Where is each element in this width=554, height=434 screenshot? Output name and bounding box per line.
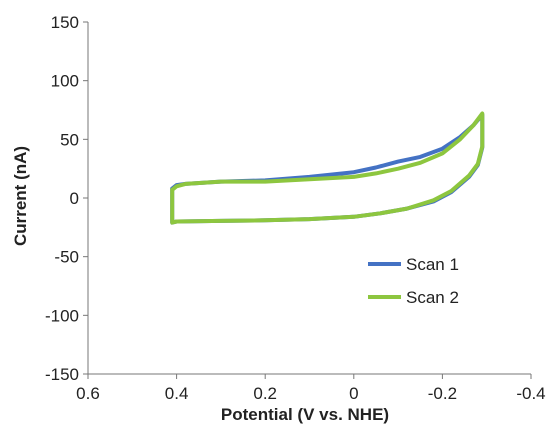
x-tick-label: 0.4 xyxy=(165,384,189,403)
series-layer xyxy=(170,111,485,225)
legend-label-scan-1: Scan 1 xyxy=(406,255,459,274)
legend: Scan 1 Scan 2 xyxy=(368,255,459,307)
y-tick-label: -100 xyxy=(45,306,79,325)
axes xyxy=(87,22,531,375)
y-tick-label: 150 xyxy=(51,13,79,32)
y-tick-label: 0 xyxy=(70,189,79,208)
x-tick-label: 0.2 xyxy=(253,384,277,403)
legend-label-scan-2: Scan 2 xyxy=(406,288,459,307)
x-tick-label: 0 xyxy=(349,384,358,403)
x-tick-label: 0.6 xyxy=(76,384,100,403)
x-axis-title: Potential (V vs. NHE) xyxy=(221,405,389,424)
y-tick-label: 50 xyxy=(60,130,79,149)
x-tick-label: -0.2 xyxy=(428,384,457,403)
y-tick-label: -50 xyxy=(54,248,79,267)
series-line-scan-2 xyxy=(170,111,485,225)
y-tick-label: 100 xyxy=(51,72,79,91)
y-axis-title: Current (nA) xyxy=(11,146,30,246)
y-tick-label: -150 xyxy=(45,365,79,384)
x-tick-label: -0.4 xyxy=(516,384,545,403)
series-line-scan-1 xyxy=(170,112,485,225)
